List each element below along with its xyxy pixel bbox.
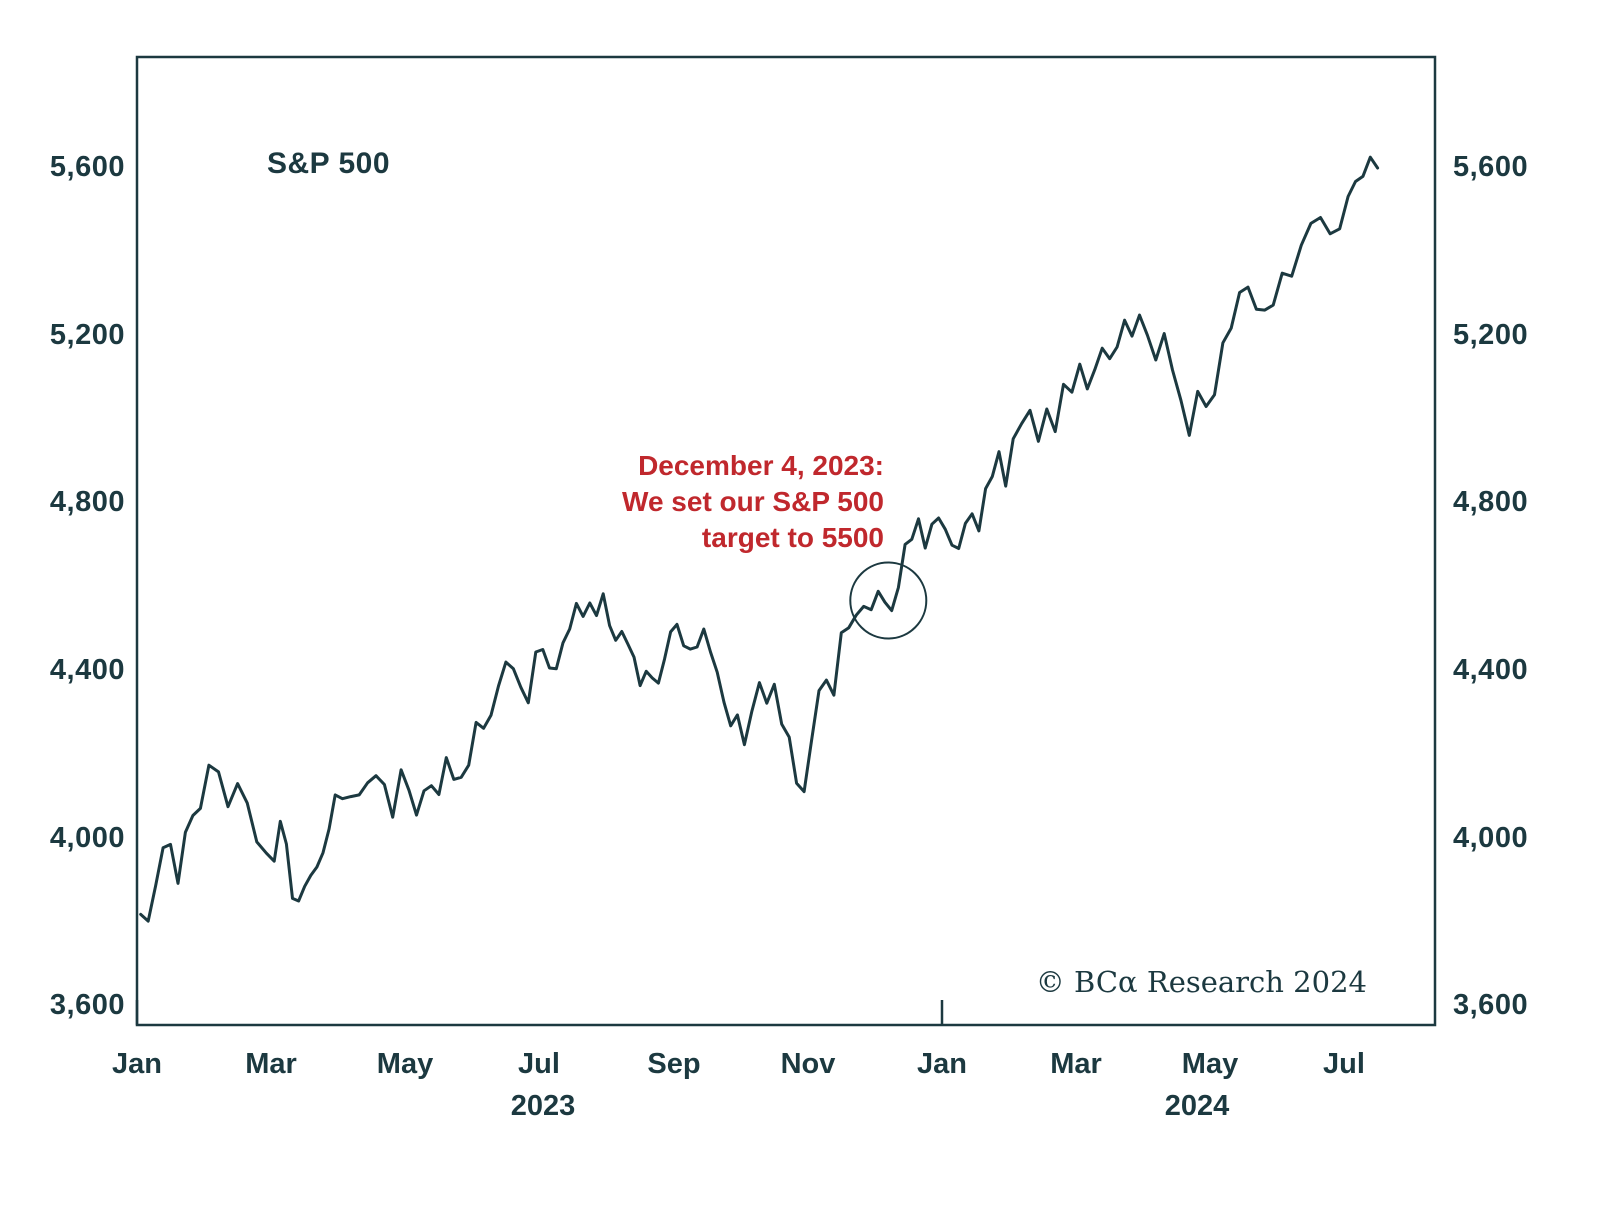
y-tick-label-right-1: 4,000 (1453, 822, 1529, 854)
annotation-line-3: target to 5500 (701, 522, 884, 553)
y-tick-label-right-0: 3,600 (1453, 989, 1529, 1021)
y-tick-label-left-4: 5,200 (49, 319, 125, 351)
y-tick-label-left-1: 4,000 (49, 822, 125, 854)
x-tick-label-9: Jul (1323, 1048, 1365, 1080)
x-tick-label-6: Jan (917, 1048, 967, 1080)
sp500-price-line (139, 155, 1380, 923)
y-tick-label-right-2: 4,400 (1453, 654, 1529, 686)
y-tick-label-right-5: 5,600 (1453, 151, 1529, 183)
year-label-2024: 2024 (1164, 1090, 1230, 1122)
x-tick-label-8: May (1181, 1048, 1239, 1080)
x-tick-label-2: May (376, 1048, 434, 1080)
year-label-2023: 2023 (510, 1090, 576, 1122)
y-tick-label-left-0: 3,600 (49, 989, 125, 1021)
x-tick-label-4: Sep (647, 1048, 701, 1080)
x-tick-label-5: Nov (780, 1048, 836, 1080)
y-tick-label-right-3: 4,800 (1453, 486, 1529, 518)
y-tick-label-left-3: 4,800 (49, 486, 125, 518)
annotation-line-2: We set our S&P 500 (622, 486, 884, 517)
plot-frame (135, 55, 1437, 1027)
copyright-text: © BCα Research 2024 (1035, 965, 1367, 999)
annotation-circle (849, 561, 928, 640)
y-tick-label-left-5: 5,600 (49, 151, 125, 183)
chart-title: S&P 500 (267, 147, 391, 180)
x-tick-label-3: Jul (518, 1048, 560, 1080)
x-tick-label-7: Mar (1050, 1048, 1102, 1080)
axis-ticks (135, 1000, 944, 1025)
x-tick-label-0: Jan (112, 1048, 162, 1080)
annotation-text: December 4, 2023: We set our S&P 500 tar… (622, 448, 884, 556)
y-tick-label-right-4: 5,200 (1453, 319, 1529, 351)
y-tick-label-left-2: 4,400 (49, 654, 125, 686)
x-tick-label-1: Mar (245, 1048, 297, 1080)
annotation-line-1: December 4, 2023: (638, 450, 884, 481)
